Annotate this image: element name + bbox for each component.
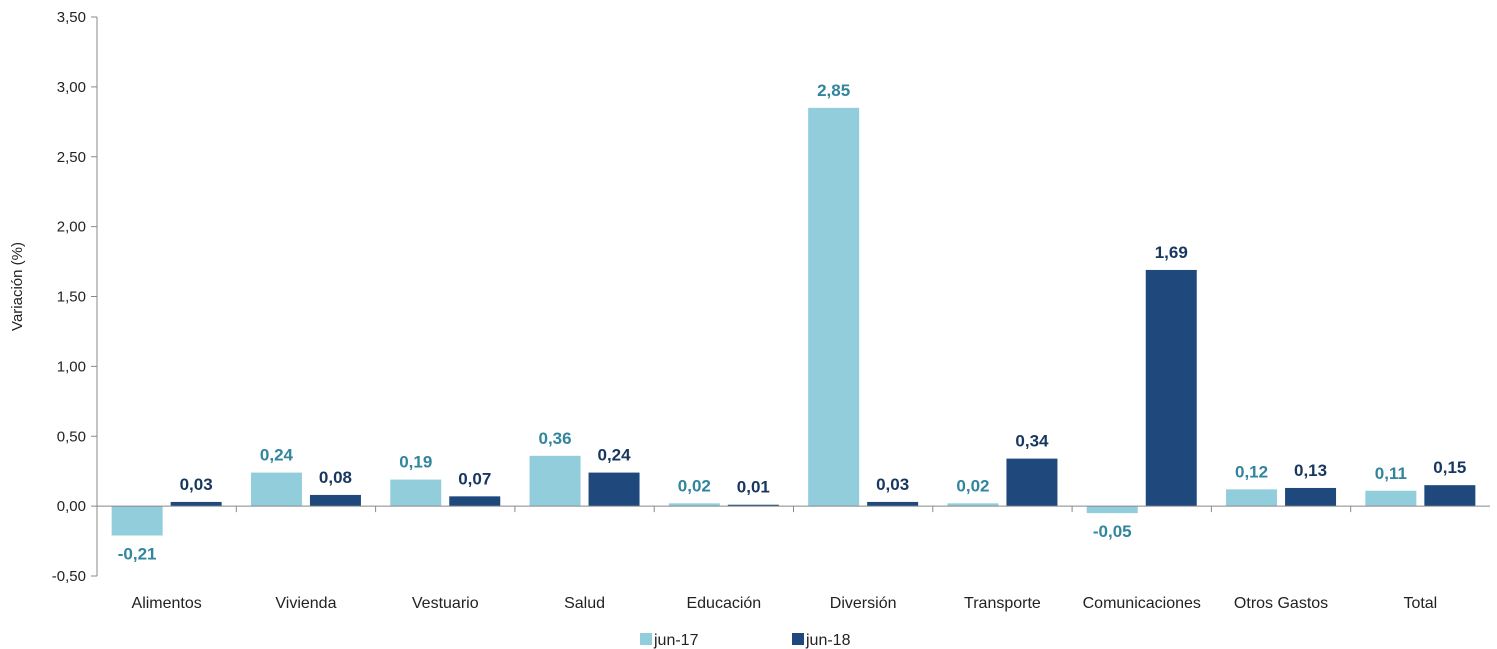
bar-jun-18 — [1145, 269, 1197, 507]
data-label-jun-17: -0,21 — [118, 544, 157, 563]
bar-jun-18 — [1424, 485, 1476, 507]
bar-jun-18 — [727, 504, 779, 507]
x-category-label: Vivienda — [275, 595, 336, 612]
data-label-jun-17: 0,11 — [1375, 464, 1407, 483]
data-label-jun-18: 0,08 — [319, 468, 352, 487]
bar-jun-17 — [947, 503, 999, 507]
bar-jun-17 — [1226, 489, 1278, 507]
bar-jun-18 — [1285, 487, 1337, 507]
bar-jun-17 — [250, 472, 302, 507]
legend-label-jun-18: jun-18 — [805, 632, 851, 649]
data-label-jun-18: 0,13 — [1294, 461, 1327, 480]
bars — [111, 107, 1476, 536]
data-label-jun-18: 0,24 — [598, 446, 632, 465]
x-category-label: Transporte — [964, 595, 1041, 612]
data-label-jun-18: 0,07 — [458, 469, 491, 488]
bar-jun-18 — [449, 496, 501, 507]
bar-jun-18 — [588, 472, 640, 507]
data-label-jun-18: 0,34 — [1015, 432, 1049, 451]
y-tick-label: -0,50 — [52, 568, 86, 585]
x-category-label: Educación — [686, 595, 761, 612]
legend-label-jun-17: jun-17 — [653, 632, 699, 649]
legend: jun-17 jun-18 — [640, 632, 851, 649]
x-category-label: Salud — [564, 595, 605, 612]
y-tick-label: 1,00 — [57, 358, 86, 375]
x-category-label: Comunicaciones — [1083, 595, 1201, 612]
data-label-jun-17: 0,02 — [678, 476, 711, 495]
bar-jun-17 — [808, 107, 860, 507]
data-label-jun-17: 0,19 — [399, 453, 432, 472]
bar-jun-18 — [309, 494, 361, 507]
data-label-jun-17: 0,36 — [539, 429, 572, 448]
y-tick-label: 0,00 — [57, 498, 86, 515]
data-label-jun-18: 0,01 — [737, 478, 770, 497]
bar-jun-18 — [1006, 458, 1058, 507]
bar-jun-18 — [867, 501, 919, 507]
bar-jun-17 — [1365, 490, 1417, 507]
legend-swatch-jun-18 — [792, 633, 804, 645]
data-label-jun-18: 0,15 — [1433, 458, 1466, 477]
data-label-jun-18: 0,03 — [876, 475, 909, 494]
data-label-jun-17: 0,12 — [1235, 462, 1268, 481]
x-category-label: Alimentos — [132, 595, 202, 612]
y-tick-label: 3,50 — [57, 9, 86, 26]
bar-jun-18 — [170, 501, 222, 507]
data-label-jun-18: 0,03 — [180, 475, 213, 494]
x-category-label: Diversión — [830, 595, 897, 612]
data-label-jun-17: -0,05 — [1093, 522, 1132, 541]
y-tick-label: 2,00 — [57, 219, 86, 236]
data-label-jun-17: 2,85 — [817, 81, 850, 100]
bar-jun-17 — [529, 455, 581, 507]
y-tick-label: 1,50 — [57, 289, 86, 306]
y-tick-label: 0,50 — [57, 428, 86, 445]
legend-swatch-jun-17 — [640, 633, 652, 645]
y-axis-title: Variación (%) — [9, 242, 26, 331]
y-axis: -0,50 0,00 0,50 1,00 1,50 2,00 2,50 3,00 3,50 Var… — [9, 9, 98, 585]
data-labels: -0,21 0,03 0,24 0,08 0,19 0,07 0,36 0,24 0,02 0,0… — [118, 81, 1467, 564]
x-category-label: Otros Gastos — [1234, 595, 1328, 612]
y-tick-label: 2,50 — [57, 149, 86, 166]
bar-jun-17 — [668, 503, 720, 507]
data-label-jun-17: 0,02 — [956, 476, 989, 495]
data-label-jun-17: 0,24 — [260, 446, 294, 465]
bar-jun-17 — [390, 479, 442, 507]
bar-jun-17 — [1086, 506, 1138, 514]
bar-jun-17 — [111, 506, 163, 536]
y-tick-label: 3,00 — [57, 79, 86, 96]
data-label-jun-18: 1,69 — [1155, 243, 1188, 262]
x-category-label: Total — [1403, 595, 1437, 612]
x-axis: Alimentos Vivienda Vestuario Salud Educación… — [97, 505, 1490, 612]
x-category-label: Vestuario — [412, 595, 479, 612]
